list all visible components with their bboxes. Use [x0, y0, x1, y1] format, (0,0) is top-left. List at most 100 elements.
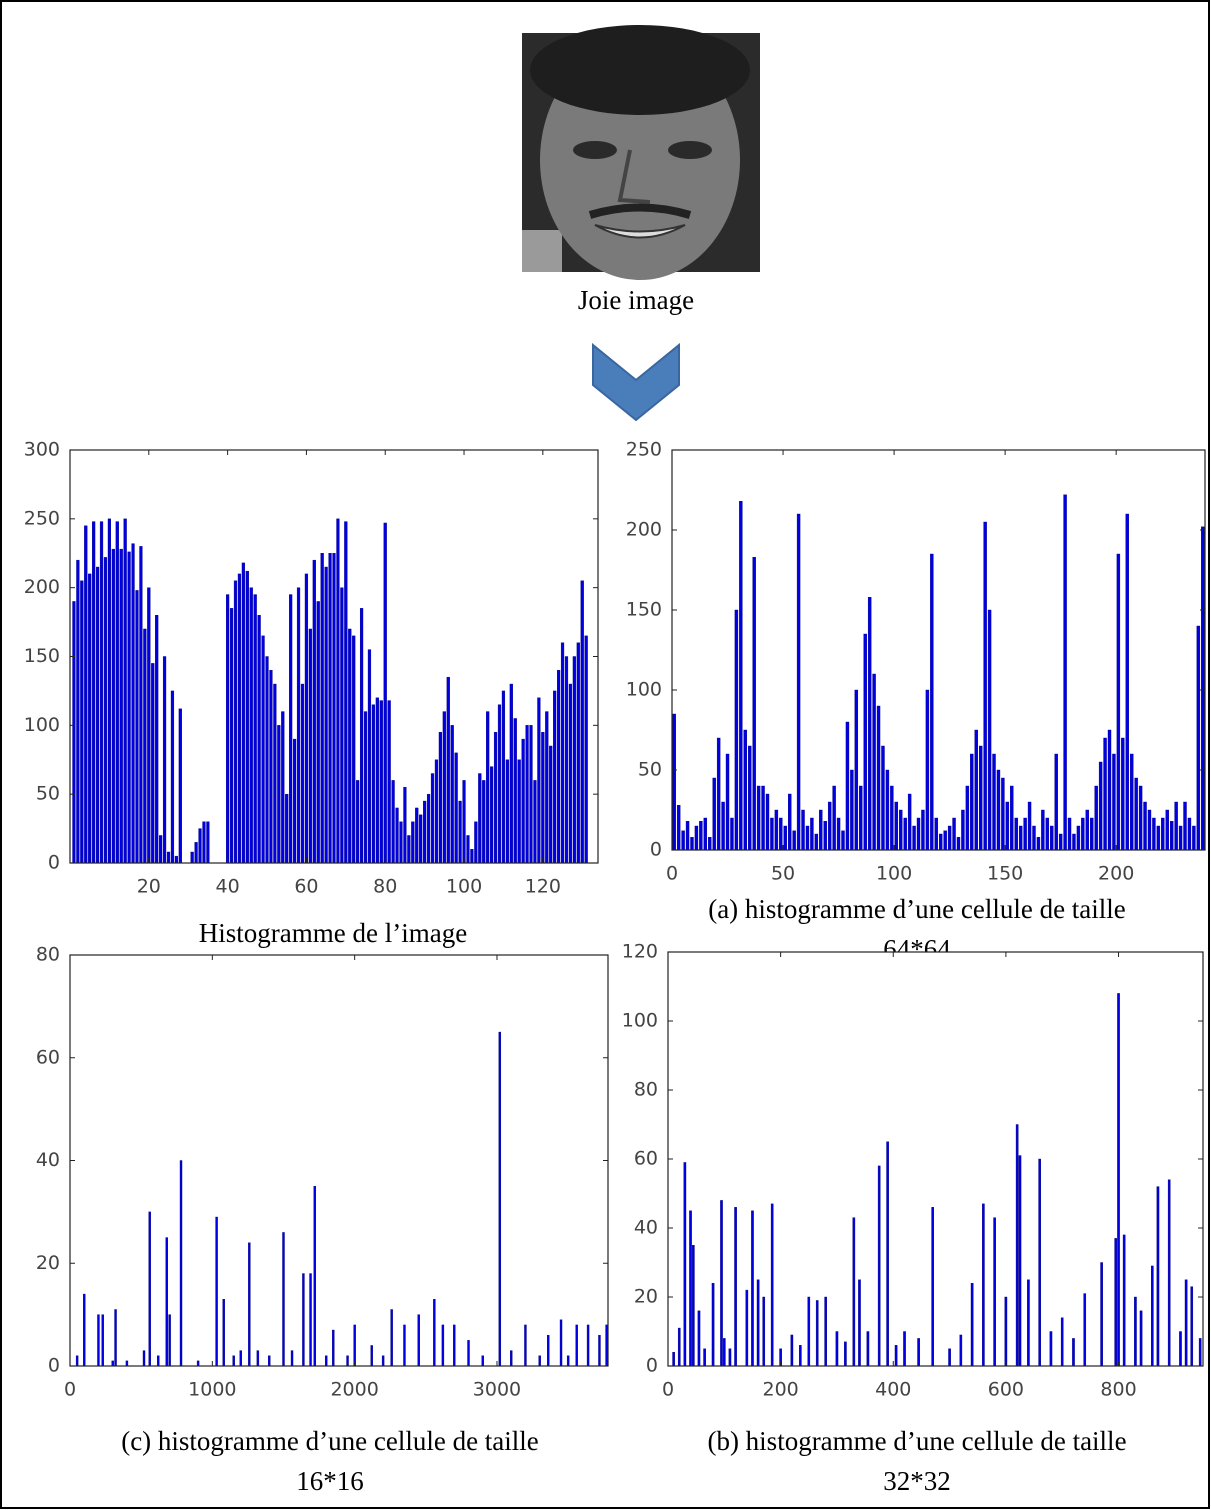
- bar: [72, 601, 76, 864]
- bar: [202, 821, 206, 864]
- bar: [281, 711, 285, 864]
- bar: [799, 1345, 802, 1367]
- bar: [313, 1185, 317, 1367]
- bar: [142, 1350, 146, 1367]
- bar: [478, 773, 482, 864]
- bar: [273, 683, 277, 864]
- bar: [290, 1350, 294, 1367]
- bar: [328, 553, 332, 864]
- bar: [363, 711, 368, 864]
- y-tick-label: 300: [24, 439, 60, 461]
- bar: [796, 513, 801, 851]
- bar: [490, 766, 494, 864]
- bar: [982, 1203, 985, 1367]
- bar: [723, 1338, 726, 1367]
- bar: [959, 1334, 963, 1367]
- bar: [1138, 785, 1143, 851]
- bar: [1134, 1296, 1137, 1367]
- bar: [123, 518, 127, 864]
- bar: [815, 1300, 819, 1367]
- y-tick-label: 50: [36, 783, 60, 805]
- bar: [1076, 825, 1081, 851]
- bar: [1067, 817, 1072, 851]
- bar: [1114, 1238, 1118, 1367]
- bar: [454, 752, 458, 864]
- bar: [992, 753, 996, 851]
- bar: [159, 835, 163, 864]
- bar: [277, 725, 281, 864]
- bar: [97, 1314, 100, 1367]
- y-tick-label: 20: [634, 1286, 658, 1308]
- bar: [381, 1355, 385, 1367]
- bar: [312, 559, 316, 864]
- bar: [568, 683, 573, 864]
- bar: [996, 769, 1001, 851]
- bar: [111, 548, 115, 864]
- bar: [336, 518, 340, 864]
- bar: [835, 1331, 839, 1367]
- bar: [694, 825, 699, 851]
- x-tick-label: 150: [987, 863, 1023, 885]
- bar: [824, 1296, 827, 1367]
- bar: [1143, 801, 1147, 851]
- bar: [580, 580, 584, 864]
- bar: [1005, 801, 1010, 851]
- bar: [894, 801, 899, 851]
- bar: [556, 670, 561, 864]
- bar: [598, 1334, 601, 1367]
- bar: [215, 1216, 218, 1367]
- bar: [916, 817, 921, 851]
- bar: [226, 594, 230, 864]
- bar: [934, 817, 938, 851]
- x-tick-label: 2000: [330, 1379, 378, 1401]
- bar: [703, 817, 708, 851]
- bar: [564, 656, 569, 864]
- chart-caption: 32*32: [883, 1466, 951, 1496]
- bar: [814, 833, 819, 851]
- bar: [716, 737, 721, 851]
- bar: [1098, 761, 1103, 851]
- bar: [296, 587, 301, 864]
- bar: [304, 573, 309, 864]
- bar: [699, 821, 703, 851]
- bar: [282, 1232, 285, 1367]
- x-tick-label: 120: [525, 876, 561, 898]
- bar: [810, 817, 814, 851]
- bar: [912, 825, 916, 851]
- bar: [836, 817, 841, 851]
- bar: [170, 690, 175, 864]
- y-tick-label: 100: [626, 679, 662, 701]
- y-tick-label: 50: [638, 759, 662, 781]
- y-tick-label: 250: [24, 507, 60, 529]
- bar: [545, 711, 549, 864]
- bar: [765, 793, 770, 851]
- bar: [467, 1340, 470, 1367]
- bar: [903, 817, 907, 851]
- bar: [730, 817, 734, 851]
- bar: [403, 1324, 406, 1367]
- bar: [316, 601, 320, 864]
- bar: [390, 1309, 393, 1367]
- x-tick-label: 200: [762, 1379, 798, 1401]
- bar: [683, 1162, 687, 1367]
- bar: [788, 793, 792, 851]
- bar: [1072, 833, 1076, 851]
- bar: [885, 769, 890, 851]
- x-tick-label: 80: [373, 876, 397, 898]
- y-tick-label: 100: [24, 714, 60, 736]
- bar: [1165, 809, 1169, 851]
- bar: [533, 780, 537, 864]
- chart-caption: (b) histogramme d’une cellule de taille: [707, 1426, 1126, 1456]
- bar: [852, 1217, 856, 1367]
- bar: [756, 785, 761, 851]
- bar: [1018, 825, 1023, 851]
- bar: [549, 745, 553, 864]
- bar: [689, 1210, 692, 1367]
- bar: [103, 557, 108, 864]
- bar: [537, 697, 541, 864]
- bar: [1192, 825, 1196, 851]
- y-tick-label: 0: [646, 1355, 658, 1377]
- bar: [1015, 1124, 1019, 1367]
- bar: [285, 793, 289, 864]
- bar: [819, 809, 823, 851]
